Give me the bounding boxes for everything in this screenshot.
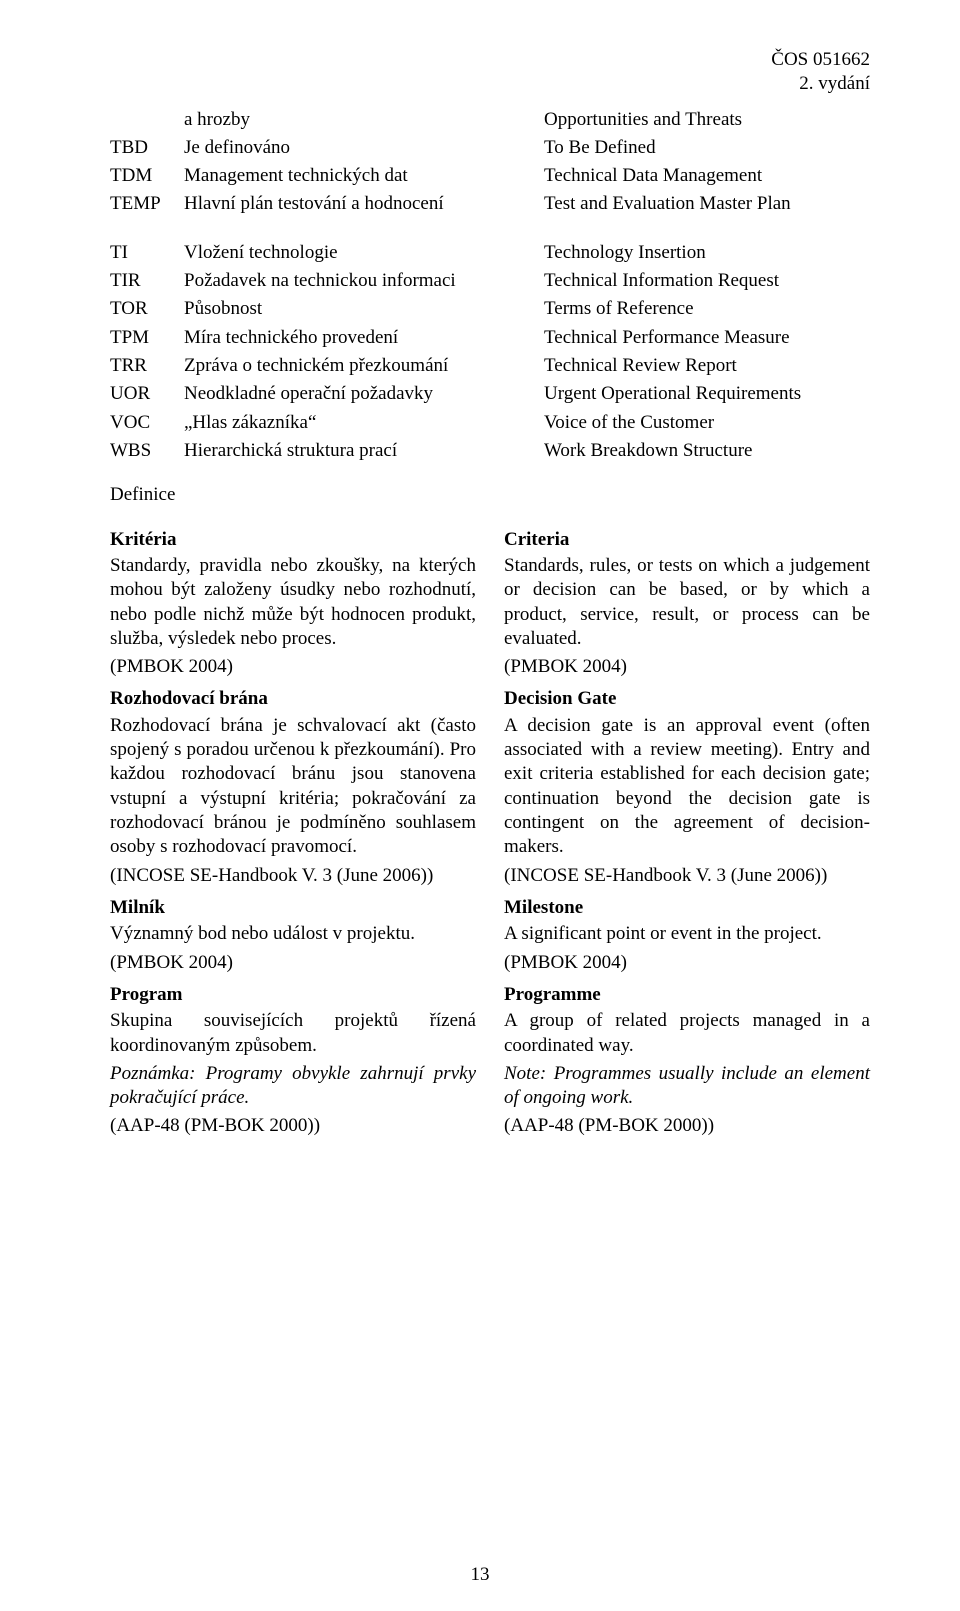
abbr-code: TEMP [110,190,184,218]
document-page: ČOS 051662 2. vydání a hrozbyOpportuniti… [0,0,960,1611]
definitions-columns: Kritéria Standardy, pravidla nebo zkoušk… [110,520,870,1143]
src-criteria: (PMBOK 2004) [504,655,870,679]
abbr-table-2: TIVložení technologieTechnology Insertio… [110,239,870,466]
src-rozhodovaci-brana: (INCOSE SE-Handbook V. 3 (June 2006)) [110,864,476,888]
spacer [110,225,870,239]
abbr-cz: Hierarchická struktura prací [184,437,544,465]
abbr-cz: Hlavní plán testování a hodnocení [184,190,544,218]
abbr-code: VOC [110,409,184,437]
abbr-code: TDM [110,162,184,190]
term-decision-gate: Decision Gate [504,687,870,711]
abbr-code: TIR [110,267,184,295]
text-decision-gate: A decision gate is an approval event (of… [504,714,870,860]
abbr-code: TRR [110,352,184,380]
src-milestone: (PMBOK 2004) [504,951,870,975]
abbr-row: a hrozbyOpportunities and Threats [110,106,870,134]
abbr-row: TPMMíra technického provedeníTechnical P… [110,324,870,352]
abbr-cz: Vložení technologie [184,239,544,267]
text-programme: A group of related projects managed in a… [504,1009,870,1058]
term-rozhodovaci-brana: Rozhodovací brána [110,687,476,711]
abbr-en: Urgent Operational Requirements [544,380,870,408]
document-header: ČOS 051662 2. vydání [110,48,870,96]
text-rozhodovaci-brana: Rozhodovací brána je schvalovací akt (ča… [110,714,476,860]
abbr-en: Technology Insertion [544,239,870,267]
abbr-table-1: a hrozbyOpportunities and ThreatsTBDJe d… [110,106,870,219]
abbr-en: Technical Review Report [544,352,870,380]
abbr-row: UORNeodkladné operační požadavkyUrgent O… [110,380,870,408]
term-criteria: Criteria [504,528,870,552]
text-kriteria: Standardy, pravidla nebo zkoušky, na kte… [110,554,476,651]
abbr-cz: Zpráva o technickém přezkoumání [184,352,544,380]
abbr-cz: a hrozby [184,106,544,134]
abbr-cz: Požadavek na technickou informaci [184,267,544,295]
abbr-en: Test and Evaluation Master Plan [544,190,870,218]
abbr-code: TOR [110,295,184,323]
abbr-en: Technical Data Management [544,162,870,190]
abbr-en: To Be Defined [544,134,870,162]
abbr-row: TIRPožadavek na technickou informaciTech… [110,267,870,295]
abbr-en: Technical Information Request [544,267,870,295]
term-milnik: Milník [110,896,476,920]
abbr-row: TIVložení technologieTechnology Insertio… [110,239,870,267]
src-decision-gate: (INCOSE SE-Handbook V. 3 (June 2006)) [504,864,870,888]
note-programme: Note: Programmes usually include an elem… [504,1062,870,1111]
text-criteria: Standards, rules, or tests on which a ju… [504,554,870,651]
abbr-cz: „Hlas zákazníka“ [184,409,544,437]
note-program-cz: Poznámka: Programy obvykle zahrnují prvk… [110,1062,476,1111]
abbr-cz: Je definováno [184,134,544,162]
page-number: 13 [0,1563,960,1587]
abbr-en: Opportunities and Threats [544,106,870,134]
left-column: Kritéria Standardy, pravidla nebo zkoušk… [110,520,476,1143]
src-program-cz: (AAP-48 (PM-BOK 2000)) [110,1114,476,1138]
definitions-heading: Definice [110,483,870,507]
term-program-cz: Program [110,983,476,1007]
text-program-cz: Skupina souvisejících projektů řízená ko… [110,1009,476,1058]
abbr-en: Terms of Reference [544,295,870,323]
abbr-code: TBD [110,134,184,162]
abbr-cz: Míra technického provedení [184,324,544,352]
abbr-row: TORPůsobnostTerms of Reference [110,295,870,323]
abbr-code: TPM [110,324,184,352]
src-kriteria: (PMBOK 2004) [110,655,476,679]
abbr-en: Work Breakdown Structure [544,437,870,465]
term-kriteria: Kritéria [110,528,476,552]
right-column: Criteria Standards, rules, or tests on w… [504,520,870,1143]
abbr-code: UOR [110,380,184,408]
abbr-row: WBSHierarchická struktura pracíWork Brea… [110,437,870,465]
text-milestone: A significant point or event in the proj… [504,922,870,946]
term-milestone: Milestone [504,896,870,920]
doc-edition: 2. vydání [110,72,870,96]
src-milnik: (PMBOK 2004) [110,951,476,975]
abbr-row: TEMPHlavní plán testování a hodnoceníTes… [110,190,870,218]
term-programme: Programme [504,983,870,1007]
abbr-cz: Neodkladné operační požadavky [184,380,544,408]
abbr-row: VOC„Hlas zákazníka“Voice of the Customer [110,409,870,437]
abbr-en: Technical Performance Measure [544,324,870,352]
text-milnik: Významný bod nebo událost v projektu. [110,922,476,946]
abbr-code [110,106,184,134]
src-programme: (AAP-48 (PM-BOK 2000)) [504,1114,870,1138]
abbr-cz: Působnost [184,295,544,323]
doc-code: ČOS 051662 [110,48,870,72]
abbr-cz: Management technických dat [184,162,544,190]
abbr-code: TI [110,239,184,267]
abbr-code: WBS [110,437,184,465]
abbr-row: TBDJe definovánoTo Be Defined [110,134,870,162]
abbr-row: TDMManagement technických datTechnical D… [110,162,870,190]
abbr-en: Voice of the Customer [544,409,870,437]
abbr-row: TRRZpráva o technickém přezkoumáníTechni… [110,352,870,380]
